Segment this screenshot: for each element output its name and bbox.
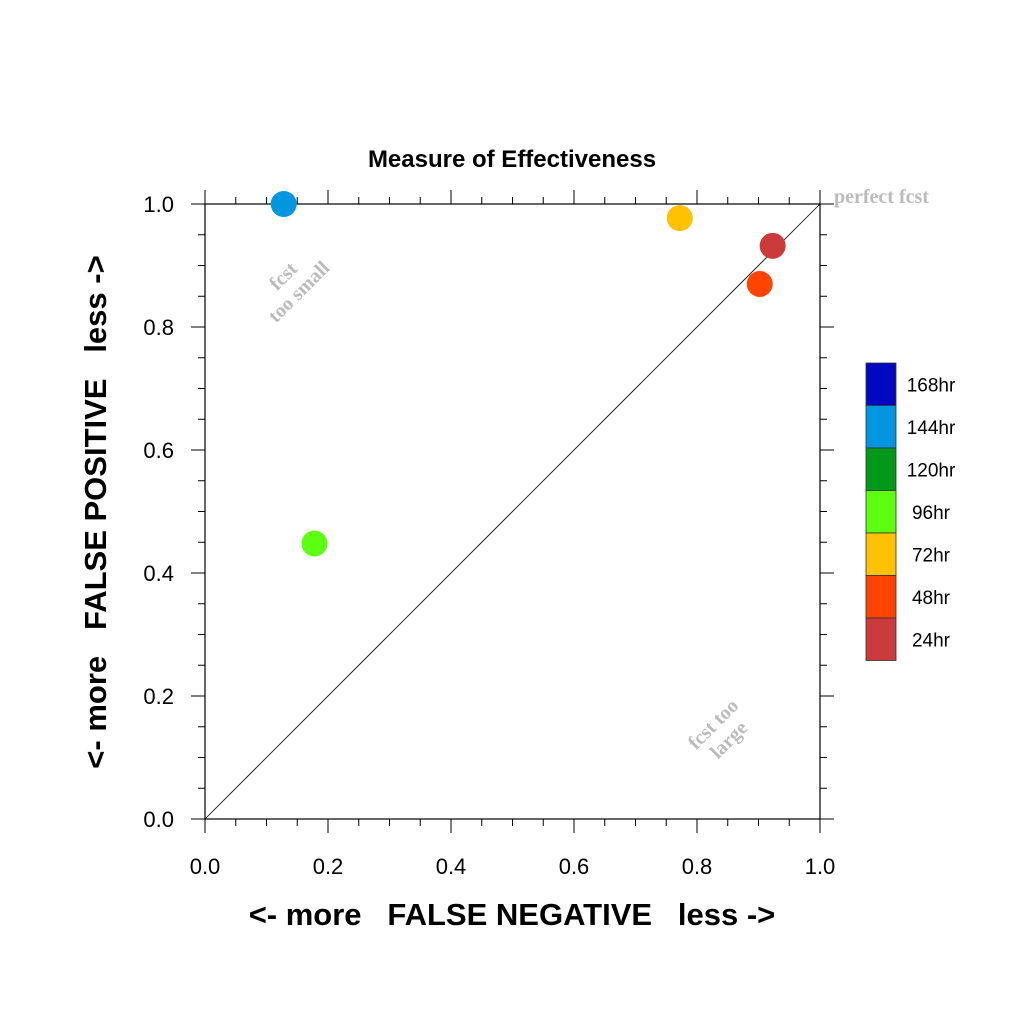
y-axis-label: <- more FALSE POSITIVE less -> [78, 255, 113, 768]
y-tick-label: 0.0 [143, 807, 174, 832]
legend-swatch-48hr [865, 575, 897, 619]
legend-swatch-168hr [865, 362, 897, 406]
x-axis-label: <- more FALSE NEGATIVE less -> [249, 897, 776, 932]
legend-swatch-144hr [865, 405, 897, 449]
x-tick-label: 0.2 [313, 854, 344, 879]
perfect-forecast-annotation: perfect fcst [834, 186, 929, 208]
too-small-line-2: too small [264, 257, 334, 327]
x-tick-labels: 0.0 0.2 0.4 0.6 0.8 1.0 [190, 854, 836, 879]
x-tick-label: 0.4 [436, 854, 467, 879]
y-tick-label: 0.8 [143, 315, 174, 340]
legend-label-24hr: 24hr [912, 630, 951, 651]
x-tick-label: 1.0 [805, 854, 836, 879]
y-tick-label: 0.4 [143, 561, 174, 586]
y-tick-label: 0.6 [143, 438, 174, 463]
legend-label-168hr: 168hr [907, 375, 956, 396]
legend-swatch-24hr [865, 617, 897, 661]
x-tick-label: 0.6 [559, 854, 590, 879]
point-24hr [759, 232, 786, 259]
too-small-annotation: fcst too small [264, 257, 334, 327]
legend-label-144hr: 144hr [907, 418, 956, 439]
y-tick-label: 0.2 [143, 684, 174, 709]
plot-frame [204, 203, 821, 820]
point-48hr [746, 270, 773, 297]
point-144hr [270, 191, 297, 217]
legend-label-96hr: 96hr [912, 503, 951, 524]
x-tick-label: 0.0 [190, 854, 221, 879]
legend-swatch-96hr [865, 490, 897, 534]
x-tick-label: 0.8 [682, 854, 713, 879]
tick-marks [191, 190, 834, 833]
legend-swatch-72hr [865, 532, 897, 576]
legend: 168hr 144hr 120hr 96hr 72hr 48hr 24hr [865, 362, 956, 661]
legend-swatch-120hr [865, 447, 897, 491]
data-points [270, 191, 786, 557]
legend-label-120hr: 120hr [907, 460, 956, 481]
legend-label-72hr: 72hr [912, 545, 951, 566]
y-tick-label: 1.0 [143, 192, 174, 217]
too-large-annotation: fcst too large [684, 695, 752, 763]
point-72hr [666, 205, 693, 232]
diagonal-reference-line [204, 203, 821, 820]
legend-label-48hr: 48hr [912, 588, 951, 609]
point-96hr [301, 530, 328, 557]
y-tick-labels: 0.0 0.2 0.4 0.6 0.8 1.0 [143, 192, 174, 832]
chart-title: Measure of Effectiveness [368, 146, 656, 173]
